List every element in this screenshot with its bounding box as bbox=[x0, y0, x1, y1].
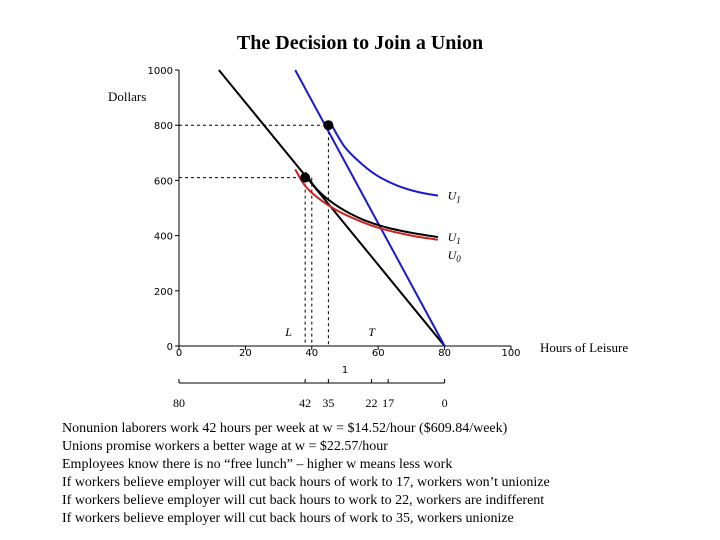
note-line: Employees know there is no “free lunch” … bbox=[62, 457, 453, 472]
series-line-3 bbox=[304, 171, 439, 238]
y-axis-label: Dollars bbox=[108, 89, 147, 104]
curve-label: U1 bbox=[448, 230, 461, 246]
y-tick-label: 1000 bbox=[148, 66, 173, 77]
work-tick-label: 80 bbox=[173, 396, 185, 410]
note-line: Nonunion laborers work 42 hours per week… bbox=[62, 421, 508, 436]
curve-label: U1 bbox=[448, 189, 461, 205]
work-tick-label: 35 bbox=[322, 396, 334, 410]
x-tick-label: 60 bbox=[372, 348, 385, 359]
y-tick-label: 600 bbox=[154, 176, 173, 187]
note-line: If workers believe employer will cut bac… bbox=[62, 511, 514, 526]
series-line-4 bbox=[294, 168, 439, 241]
work-axis-label: 1 bbox=[342, 365, 348, 376]
work-tick-label: 17 bbox=[382, 396, 394, 410]
x-tick-label: 40 bbox=[305, 348, 318, 359]
note-line: Unions promise workers a better wage at … bbox=[62, 439, 388, 454]
x-tick-label: 20 bbox=[239, 348, 252, 359]
series-line-1 bbox=[294, 69, 446, 347]
work-tick-label: 0 bbox=[442, 396, 448, 410]
series-line-2 bbox=[330, 124, 439, 197]
y-tick-label: 400 bbox=[154, 232, 173, 243]
x-tick-label: 100 bbox=[501, 348, 520, 359]
x-tick-label: 80 bbox=[438, 348, 451, 359]
chart-title: The Decision to Join a Union bbox=[236, 32, 484, 54]
tangency-point bbox=[300, 172, 311, 183]
annotation-T: T bbox=[368, 325, 376, 339]
y-tick-label: 800 bbox=[154, 121, 173, 132]
curve-label: U0 bbox=[448, 248, 462, 264]
y-tick-label: 0 bbox=[167, 342, 173, 353]
tangency-point bbox=[323, 120, 334, 131]
annotation-L: L bbox=[284, 325, 292, 339]
notes-block: Nonunion laborers work 42 hours per week… bbox=[62, 420, 550, 528]
work-tick-label: 22 bbox=[366, 396, 378, 410]
x-axis-label: Hours of Leisure bbox=[540, 340, 629, 355]
y-tick-label: 200 bbox=[154, 287, 173, 298]
note-line: If workers believe employer will cut bac… bbox=[62, 493, 545, 508]
work-tick-label: 42 bbox=[299, 396, 311, 410]
x-tick-label: 0 bbox=[176, 348, 182, 359]
note-line: If workers believe employer will cut bac… bbox=[62, 475, 550, 490]
